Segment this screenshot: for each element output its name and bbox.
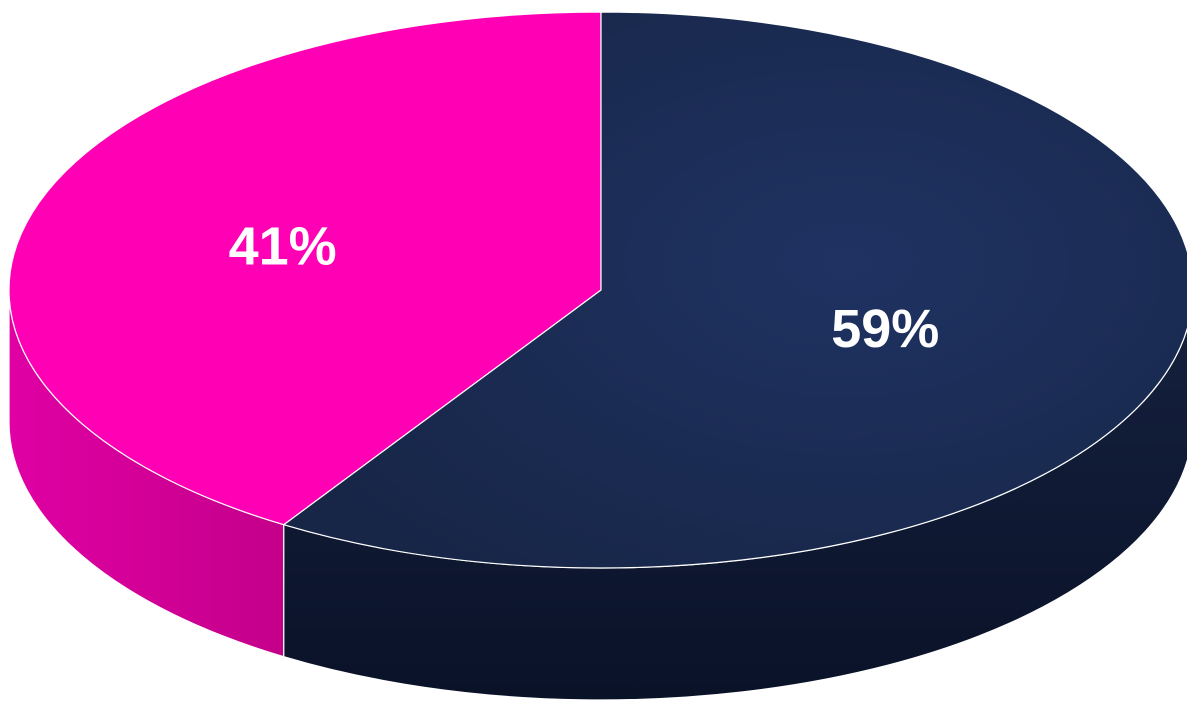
pie-labels: 41% 59% bbox=[229, 217, 940, 359]
pie-tops bbox=[8, 11, 1187, 569]
pie-slice-label-1: 41% bbox=[229, 217, 337, 277]
pie-slice-label-2: 59% bbox=[831, 299, 939, 359]
pie-slice-2 bbox=[282, 11, 1187, 569]
pie-slice-1 bbox=[8, 11, 602, 526]
